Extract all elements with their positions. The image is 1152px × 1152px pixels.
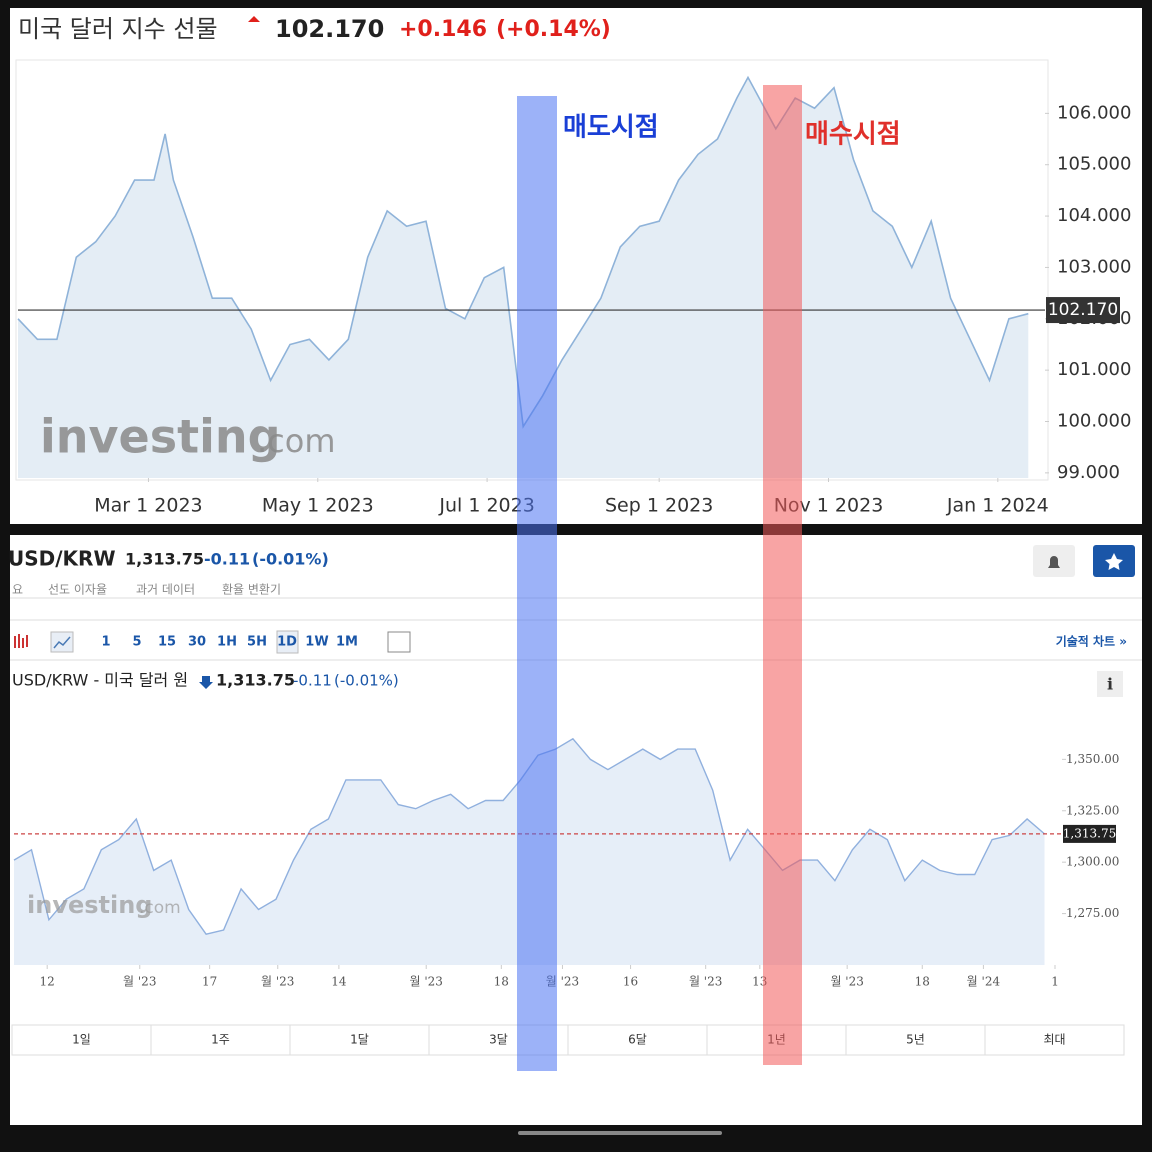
range-button[interactable]	[150, 1024, 291, 1056]
y-tick-label: 1,300.00	[1066, 855, 1119, 869]
current-label: 102.170	[1048, 300, 1118, 320]
current-box	[1046, 297, 1120, 324]
range-label: 5년	[906, 1033, 925, 1047]
line-icon-stroke	[53, 636, 71, 649]
range-label: 1주	[211, 1033, 230, 1047]
watermark-brand: investing	[40, 410, 281, 464]
tab: 선도 이자율	[48, 583, 107, 597]
y-tick-label: 104.000	[1057, 205, 1131, 226]
range-label: 1달	[350, 1033, 369, 1047]
x-tick-label: 14	[331, 975, 347, 989]
x-tick-label: 12	[40, 975, 55, 989]
x-tick-label: Jan 1 2024	[946, 495, 1049, 517]
watermark-brand-2: investing	[27, 891, 152, 919]
chart-change: -0.11	[293, 672, 332, 690]
tab: 요	[12, 583, 23, 597]
range-button[interactable]	[567, 1024, 708, 1056]
x-tick-label: Sep 1 2023	[605, 495, 713, 517]
current-label: 1,313.75	[1063, 826, 1116, 840]
info-label: i	[1107, 675, 1113, 694]
price: 102.170	[275, 15, 384, 43]
x-tick-label: 월 '23	[689, 975, 722, 989]
y-tick-label: 100.000	[1057, 411, 1131, 432]
interval[interactable]: 5	[132, 635, 141, 650]
x-tick-label: 18	[494, 975, 509, 989]
interval[interactable]: 1M	[336, 635, 358, 650]
tab: 과거 데이터	[136, 583, 195, 597]
krw-change-pct: (-0.01%)	[252, 550, 329, 569]
title: 미국 달러 지수 선물	[18, 15, 218, 43]
x-tick-label: 월 '23	[830, 975, 863, 989]
x-tick-label: 1	[1051, 975, 1059, 989]
info-button[interactable]	[1097, 671, 1123, 697]
interval[interactable]: 15	[158, 635, 176, 650]
y-tick-label: 1,350.00	[1066, 752, 1119, 766]
up-arrow	[248, 16, 260, 22]
watermark-suffix: .com	[257, 422, 336, 460]
technical-link[interactable]: 기술적 차트 »	[1056, 634, 1127, 649]
down-arrow	[199, 676, 213, 689]
krw-price: 1,313.75	[125, 550, 204, 569]
symbol: USD/KRW	[8, 547, 116, 571]
x-tick-label: Jul 1 2023	[438, 495, 534, 517]
toolbar: 1 5 15 30 1H 5H 1D 1W 1M	[101, 635, 358, 650]
range-label: 3달	[489, 1033, 508, 1047]
y-tick-label: 106.000	[1057, 102, 1131, 123]
y-tick-label: 101.000	[1057, 359, 1131, 380]
y-tick-label: 1,325.00	[1066, 803, 1119, 817]
home-bar	[518, 1131, 722, 1135]
candle-icon[interactable]	[14, 634, 28, 648]
x-tick-label: 월 '23	[123, 975, 156, 989]
chart-price: 1,313.75	[216, 671, 295, 690]
tab: 환율 변환기	[222, 583, 281, 597]
krw-change: -0.11	[204, 550, 250, 569]
current-box	[1063, 824, 1116, 843]
x-tick-label: 17	[202, 975, 217, 989]
x-tick-label: 월 '24	[967, 975, 1001, 989]
interval[interactable]: 1H	[217, 635, 237, 650]
buy-label: 매수시점	[805, 120, 901, 150]
settings-icon[interactable]	[387, 631, 411, 653]
chart-title: USD/KRW - 미국 달러 원	[12, 671, 188, 690]
sell-label: 매도시점	[563, 113, 659, 143]
range-button[interactable]	[984, 1024, 1125, 1056]
y-tick-label: 99.000	[1057, 462, 1120, 483]
x-tick-label: 월 '23	[409, 975, 442, 989]
y-tick-label: 105.000	[1057, 154, 1131, 175]
chart-change-pct: (-0.01%)	[334, 672, 399, 690]
active-interval	[276, 630, 299, 654]
range-label: 6달	[628, 1033, 647, 1047]
interval[interactable]: 5H	[247, 635, 267, 650]
range-buttons: 1일1주1달3달6달1년5년최대	[11, 1024, 1125, 1056]
bell-icon	[1048, 556, 1060, 568]
line-icon[interactable]	[50, 631, 74, 653]
y-tick-label: 103.000	[1057, 256, 1131, 277]
buy-highlight	[763, 85, 802, 1065]
interval[interactable]: 1D	[277, 635, 297, 650]
change-pct: (+0.14%)	[496, 17, 611, 42]
change: +0.146	[399, 17, 487, 42]
range-label: 최대	[1043, 1033, 1065, 1047]
range-label: 1일	[72, 1033, 91, 1047]
y-tick-label: 1,275.00	[1066, 906, 1119, 920]
x-tick-label: 월 '23	[261, 975, 294, 989]
interval[interactable]: 1	[101, 635, 110, 650]
tabs: 요 선도 이자율 과거 데이터 환율 변환기	[12, 583, 281, 597]
star-icon	[1105, 553, 1123, 570]
watermark-suffix-2: .com	[139, 898, 181, 918]
x-tick-label: Mar 1 2023	[94, 495, 202, 517]
x-tick-label: May 1 2023	[262, 495, 374, 517]
interval[interactable]: 1W	[305, 635, 328, 650]
x-tick-label: 16	[623, 975, 638, 989]
interval[interactable]: 30	[188, 635, 206, 650]
sell-highlight	[517, 96, 557, 1071]
x-tick-label: 18	[915, 975, 930, 989]
